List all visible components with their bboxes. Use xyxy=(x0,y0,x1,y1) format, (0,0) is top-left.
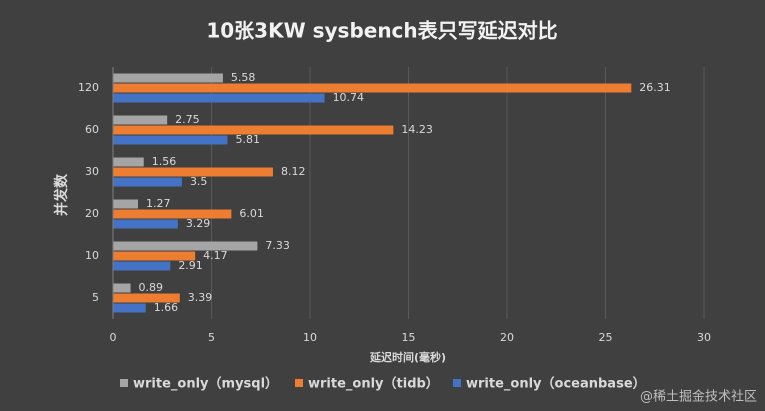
value-label: 8.12 xyxy=(281,165,306,178)
chart-title: 10张3KW sysbench表只写延迟对比 xyxy=(206,19,557,43)
bar xyxy=(113,83,632,93)
y-axis-label: 并发数 xyxy=(53,173,70,216)
bar xyxy=(113,209,232,219)
value-label: 4.17 xyxy=(203,249,228,262)
bar xyxy=(113,157,144,167)
x-tick-label: 25 xyxy=(599,331,613,344)
value-label: 6.01 xyxy=(239,207,264,220)
legend-swatch xyxy=(295,379,303,387)
y-tick-label: 60 xyxy=(85,123,99,136)
bar xyxy=(113,199,139,209)
bar xyxy=(113,241,258,251)
value-label: 0.89 xyxy=(139,281,164,294)
bar xyxy=(113,251,196,261)
value-label: 1.56 xyxy=(152,155,177,168)
value-label: 14.23 xyxy=(401,123,433,136)
value-label: 7.33 xyxy=(265,239,290,252)
value-label: 5.58 xyxy=(231,71,256,84)
x-tick-label: 15 xyxy=(402,331,416,344)
y-tick-label: 10 xyxy=(85,249,99,262)
value-label: 3.5 xyxy=(190,175,208,188)
x-tick-label: 5 xyxy=(208,331,215,344)
x-tick-label: 30 xyxy=(697,331,711,344)
y-tick-label: 5 xyxy=(92,291,99,304)
bar xyxy=(113,303,146,313)
bar xyxy=(113,167,273,177)
bar xyxy=(113,73,223,83)
value-label: 1.27 xyxy=(146,197,171,210)
value-label: 3.29 xyxy=(186,217,211,230)
value-label: 10.74 xyxy=(333,91,365,104)
legend-label: write_only（mysql） xyxy=(133,376,278,392)
y-tick-label: 30 xyxy=(85,165,99,178)
y-tick-label: 120 xyxy=(78,81,99,94)
legend-swatch xyxy=(453,379,461,387)
x-axis-label: 延迟时间(毫秒) xyxy=(369,350,446,364)
x-tick-label: 10 xyxy=(303,331,317,344)
legend-swatch xyxy=(120,379,128,387)
value-label: 5.81 xyxy=(235,133,260,146)
value-label: 2.75 xyxy=(175,113,200,126)
legend-label: write_only（oceanbase） xyxy=(466,376,646,392)
value-label: 2.91 xyxy=(178,259,203,272)
bar xyxy=(113,125,394,135)
x-tick-label: 20 xyxy=(500,331,514,344)
value-label: 3.39 xyxy=(188,291,213,304)
bar xyxy=(113,177,182,187)
value-label: 26.31 xyxy=(639,81,671,94)
bar xyxy=(113,293,180,303)
bar xyxy=(113,135,228,145)
bar xyxy=(113,219,178,229)
bar xyxy=(113,283,131,293)
legend-label: write_only（tidb） xyxy=(308,376,439,392)
bar xyxy=(113,93,325,103)
bar xyxy=(113,261,171,271)
bar xyxy=(113,115,168,125)
value-label: 1.66 xyxy=(154,301,179,314)
x-tick-label: 0 xyxy=(110,331,117,344)
watermark: @稀土掘金技术社区 xyxy=(640,389,757,405)
y-tick-label: 20 xyxy=(85,207,99,220)
